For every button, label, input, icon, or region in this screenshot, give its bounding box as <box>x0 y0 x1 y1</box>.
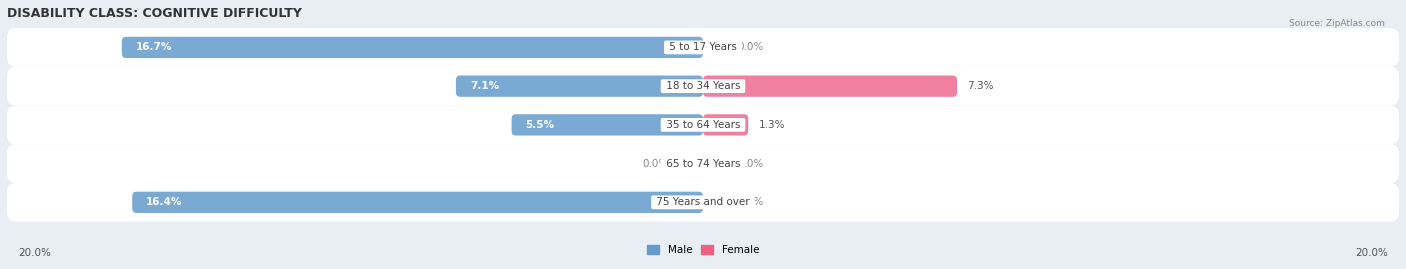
Text: 65 to 74 Years: 65 to 74 Years <box>662 159 744 169</box>
Legend: Male, Female: Male, Female <box>643 240 763 259</box>
Text: 20.0%: 20.0% <box>1355 248 1388 258</box>
Text: 16.7%: 16.7% <box>136 43 172 52</box>
Text: Source: ZipAtlas.com: Source: ZipAtlas.com <box>1289 19 1385 28</box>
FancyBboxPatch shape <box>7 144 1399 183</box>
Text: 7.1%: 7.1% <box>470 81 499 91</box>
Text: 5 to 17 Years: 5 to 17 Years <box>666 43 740 52</box>
FancyBboxPatch shape <box>7 183 1399 222</box>
Text: 0.0%: 0.0% <box>738 197 763 207</box>
Text: 0.0%: 0.0% <box>738 159 763 169</box>
Text: 35 to 64 Years: 35 to 64 Years <box>662 120 744 130</box>
Text: 0.0%: 0.0% <box>643 159 668 169</box>
Text: 20.0%: 20.0% <box>18 248 51 258</box>
Text: 18 to 34 Years: 18 to 34 Years <box>662 81 744 91</box>
FancyBboxPatch shape <box>703 114 748 136</box>
FancyBboxPatch shape <box>122 37 703 58</box>
FancyBboxPatch shape <box>7 105 1399 144</box>
Text: 16.4%: 16.4% <box>146 197 183 207</box>
FancyBboxPatch shape <box>132 192 703 213</box>
Text: 75 Years and over: 75 Years and over <box>652 197 754 207</box>
Text: 5.5%: 5.5% <box>526 120 554 130</box>
FancyBboxPatch shape <box>512 114 703 136</box>
FancyBboxPatch shape <box>456 76 703 97</box>
Text: 1.3%: 1.3% <box>759 120 785 130</box>
FancyBboxPatch shape <box>7 67 1399 105</box>
Text: 7.3%: 7.3% <box>967 81 994 91</box>
Text: 0.0%: 0.0% <box>738 43 763 52</box>
Text: DISABILITY CLASS: COGNITIVE DIFFICULTY: DISABILITY CLASS: COGNITIVE DIFFICULTY <box>7 7 302 20</box>
FancyBboxPatch shape <box>7 28 1399 67</box>
FancyBboxPatch shape <box>703 76 957 97</box>
